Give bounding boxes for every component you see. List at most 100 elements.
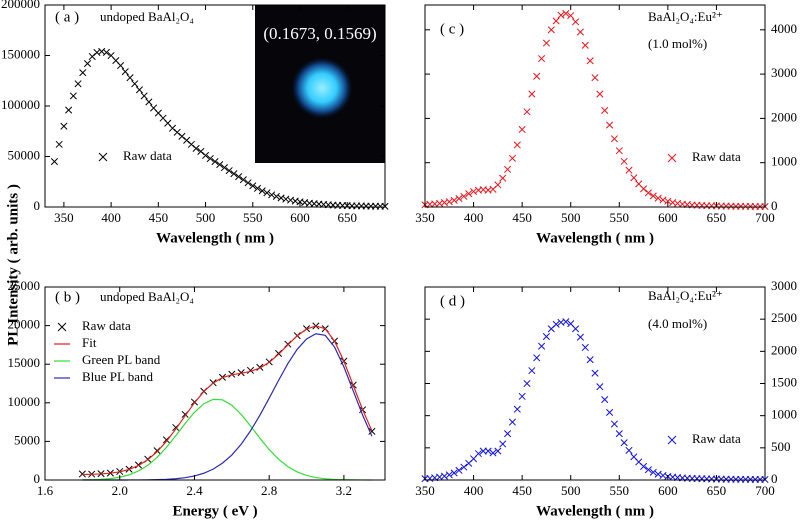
- data-point: [277, 194, 285, 202]
- data-point: [542, 332, 550, 341]
- data-point: [455, 195, 463, 203]
- x-tick-label: 350: [54, 210, 74, 225]
- data-point: [192, 144, 200, 152]
- data-point: [65, 106, 73, 114]
- emission-spot: [290, 56, 354, 120]
- data-point: [640, 185, 648, 193]
- data-point: [630, 174, 638, 182]
- x-tick-label: 550: [610, 210, 630, 225]
- data-point: [470, 187, 478, 196]
- data-point: [625, 166, 633, 174]
- data-point: [586, 57, 594, 65]
- x-tick-label: 2.4: [186, 483, 203, 498]
- legend-marker: [98, 152, 108, 162]
- data-point: [542, 39, 550, 47]
- data-point: [131, 80, 139, 88]
- data-point: [591, 74, 599, 82]
- data-point: [644, 466, 652, 474]
- data-point: [572, 325, 580, 333]
- data-point: [55, 140, 63, 148]
- annotation: BaAl₂O₄:Eu²⁺: [648, 9, 723, 24]
- y-tick-label: 2000: [771, 342, 797, 357]
- x-axis-label: Energy ( eV ): [172, 503, 257, 519]
- data-point: [591, 369, 599, 377]
- x-tick-label: 350: [415, 210, 435, 225]
- shared-y-label: PL Intensity ( arb. units ): [5, 184, 21, 346]
- legend-marker: [667, 153, 677, 163]
- y-tick-label: 1000: [771, 407, 797, 422]
- data-point: [230, 170, 238, 178]
- data-point: [518, 392, 526, 400]
- y-tick-label: 150000: [1, 46, 40, 61]
- y-tick-label: 0: [34, 198, 41, 213]
- annotation: (1.0 mol%): [648, 36, 707, 51]
- data-point: [282, 195, 290, 203]
- annotation: undoped BaAl₂O₄: [100, 9, 194, 24]
- data-point: [610, 135, 618, 143]
- panel-label: ( c ): [440, 21, 464, 37]
- x-tick-label: 450: [149, 210, 169, 225]
- data-point: [513, 405, 521, 413]
- data-point: [518, 125, 526, 134]
- data-point: [552, 320, 560, 328]
- data-point: [513, 141, 521, 149]
- data-point: [368, 427, 376, 435]
- data-point: [455, 466, 463, 474]
- x-axis-label: Wavelength ( nm ): [536, 230, 654, 246]
- data-point: [606, 408, 614, 417]
- data-point: [523, 379, 531, 388]
- data-point: [445, 198, 453, 206]
- data-point: [202, 151, 210, 160]
- data-point: [654, 194, 662, 202]
- data-point: [640, 462, 648, 471]
- y-tick-label: 50000: [8, 147, 41, 162]
- x-tick-label: 400: [464, 210, 484, 225]
- data-point: [581, 343, 589, 352]
- x-tick-label: 550: [243, 210, 263, 225]
- legend-label: Raw data: [692, 431, 741, 446]
- data-point: [126, 74, 134, 82]
- panel-label: ( b ): [55, 289, 80, 305]
- data-point: [596, 383, 604, 391]
- data-point: [450, 469, 458, 477]
- legend-label: Raw data: [82, 318, 131, 333]
- data-point: [263, 189, 271, 197]
- x-tick-label: 650: [707, 210, 727, 225]
- data-point: [615, 147, 623, 155]
- data-point: [272, 192, 280, 200]
- data-point: [547, 26, 555, 34]
- y-tick-label: 15000: [8, 355, 41, 370]
- y-tick-label: 3000: [771, 278, 797, 293]
- data-point: [576, 28, 584, 36]
- x-tick-label: 450: [512, 210, 532, 225]
- y-tick-label: 10000: [8, 394, 41, 409]
- data-point: [572, 18, 580, 26]
- data-point: [79, 69, 87, 77]
- y-tick-label: 0: [771, 198, 778, 213]
- legend-label: Blue PL band: [82, 369, 154, 384]
- data-point: [610, 420, 618, 428]
- x-axis-label: Wavelength ( nm ): [156, 230, 274, 246]
- y-tick-label: 4000: [771, 21, 797, 36]
- data-point: [211, 157, 219, 166]
- data-point: [562, 318, 570, 326]
- data-point: [117, 62, 125, 70]
- data-point: [649, 192, 657, 200]
- data-point: [69, 92, 77, 100]
- data-point: [145, 98, 153, 106]
- data-point: [140, 92, 148, 100]
- plot-frame: [424, 4, 766, 208]
- data-point: [615, 430, 623, 438]
- x-tick-label: 1.6: [37, 483, 54, 498]
- x-tick-label: 2.0: [112, 483, 128, 498]
- legend-label: Raw data: [123, 148, 172, 163]
- data-point: [253, 184, 262, 192]
- data-point: [538, 55, 546, 63]
- data-point: [659, 196, 667, 204]
- data-point: [649, 468, 657, 476]
- data-point: [268, 191, 276, 199]
- legend-marker: [57, 322, 67, 332]
- data-point: [601, 396, 609, 404]
- x-axis-label: Wavelength ( nm ): [536, 503, 654, 519]
